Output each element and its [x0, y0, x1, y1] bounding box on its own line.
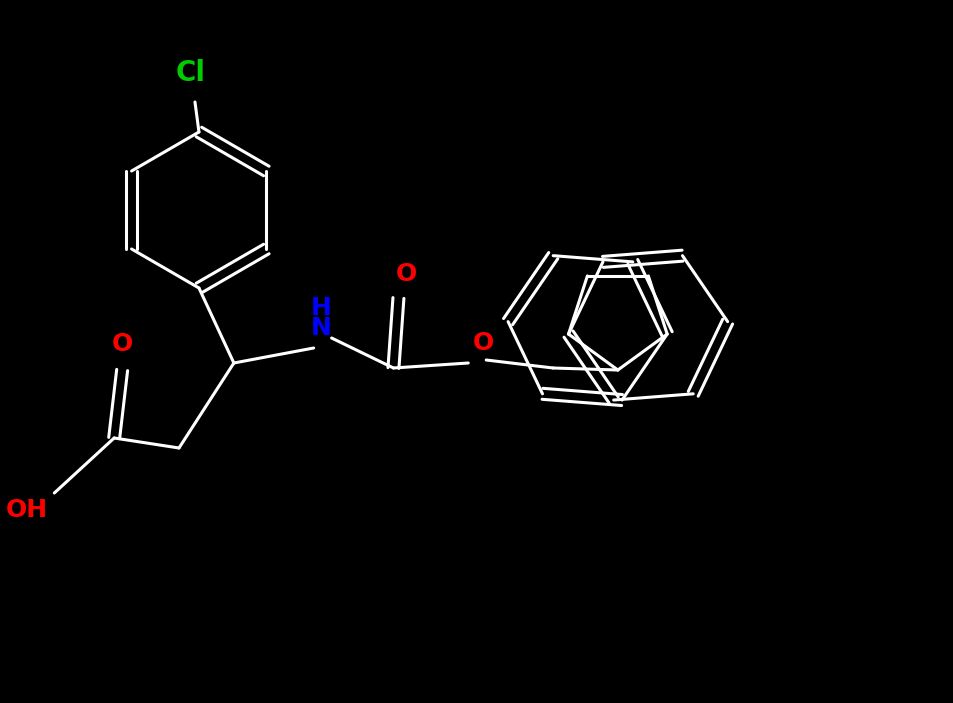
Text: H: H: [311, 296, 332, 320]
Text: Cl: Cl: [175, 59, 206, 87]
Text: O: O: [472, 331, 494, 355]
Text: N: N: [311, 316, 332, 340]
Text: OH: OH: [6, 498, 48, 522]
Text: O: O: [395, 262, 416, 286]
Text: O: O: [112, 332, 132, 356]
